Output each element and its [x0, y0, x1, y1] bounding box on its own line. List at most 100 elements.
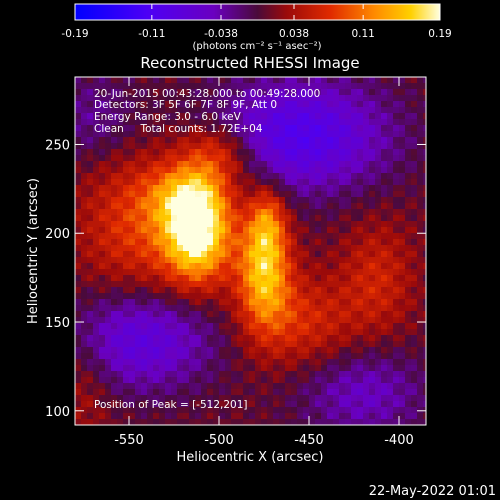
heatmap-cell: [207, 329, 213, 335]
heatmap-cell: [267, 95, 273, 101]
heatmap-cell: [303, 317, 309, 323]
heatmap-cell: [201, 257, 207, 263]
heatmap-cell: [369, 371, 375, 377]
heatmap-cell: [303, 131, 309, 137]
heatmap-cell: [315, 125, 321, 131]
heatmap-cell: [387, 89, 393, 95]
heatmap-cell: [195, 311, 201, 317]
heatmap-cell: [123, 239, 129, 245]
heatmap-cell: [237, 161, 243, 167]
heatmap-cell: [183, 197, 189, 203]
heatmap-cell: [255, 119, 261, 125]
heatmap-cell: [321, 125, 327, 131]
heatmap-cell: [411, 221, 417, 227]
heatmap-cell: [417, 353, 423, 359]
heatmap-cell: [297, 401, 303, 407]
heatmap-cell: [411, 197, 417, 203]
heatmap-cell: [105, 239, 111, 245]
heatmap-cell: [381, 161, 387, 167]
heatmap-cell: [291, 161, 297, 167]
heatmap-cell: [279, 275, 285, 281]
heatmap-cell: [243, 113, 249, 119]
heatmap-cell: [117, 407, 123, 413]
heatmap-cell: [363, 167, 369, 173]
heatmap-cell: [117, 245, 123, 251]
heatmap-cell: [411, 389, 417, 395]
heatmap-cell: [363, 401, 369, 407]
heatmap-cell: [333, 101, 339, 107]
heatmap-cell: [285, 83, 291, 89]
heatmap-cell: [189, 293, 195, 299]
heatmap-cell: [339, 257, 345, 263]
heatmap-cell: [387, 413, 393, 419]
heatmap-cell: [387, 197, 393, 203]
heatmap-cell: [285, 293, 291, 299]
heatmap-cell: [369, 329, 375, 335]
heatmap-cell: [81, 167, 87, 173]
heatmap-cell: [285, 113, 291, 119]
heatmap-cell: [345, 407, 351, 413]
heatmap-cell: [411, 95, 417, 101]
heatmap-cell: [261, 239, 267, 245]
heatmap-cell: [87, 77, 93, 83]
heatmap-cell: [147, 137, 153, 143]
heatmap-cell: [333, 407, 339, 413]
heatmap-cell: [105, 203, 111, 209]
heatmap-cell: [273, 257, 279, 263]
heatmap-cell: [411, 101, 417, 107]
heatmap-cell: [129, 227, 135, 233]
heatmap-cell: [243, 131, 249, 137]
heatmap-cell: [123, 359, 129, 365]
heatmap-cell: [75, 395, 81, 401]
heatmap-cell: [141, 299, 147, 305]
heatmap-cell: [315, 269, 321, 275]
heatmap-cell: [237, 335, 243, 341]
heatmap-cell: [297, 113, 303, 119]
heatmap-cell: [123, 317, 129, 323]
heatmap-cell: [87, 401, 93, 407]
heatmap-cell: [321, 395, 327, 401]
heatmap-cell: [339, 311, 345, 317]
heatmap-cell: [81, 389, 87, 395]
heatmap-cell: [375, 335, 381, 341]
heatmap-cell: [147, 155, 153, 161]
heatmap-cell: [375, 167, 381, 173]
heatmap-cell: [171, 413, 177, 419]
heatmap-cell: [423, 299, 426, 305]
heatmap-cell: [315, 245, 321, 251]
heatmap-cell: [189, 311, 195, 317]
heatmap-cell: [309, 113, 315, 119]
heatmap-cell: [159, 329, 165, 335]
heatmap-cell: [357, 407, 363, 413]
heatmap-cell: [327, 83, 333, 89]
heatmap-cell: [237, 311, 243, 317]
heatmap-cell: [111, 293, 117, 299]
heatmap-cell: [249, 209, 255, 215]
heatmap-cell: [255, 335, 261, 341]
heatmap-cell: [309, 305, 315, 311]
heatmap-cell: [261, 173, 267, 179]
heatmap-cell: [261, 185, 267, 191]
heatmap-cell: [345, 341, 351, 347]
heatmap-cell: [369, 89, 375, 95]
heatmap-cell: [345, 317, 351, 323]
heatmap-cell: [153, 329, 159, 335]
heatmap-cell: [315, 377, 321, 383]
heatmap-cell: [147, 221, 153, 227]
heatmap-cell: [375, 107, 381, 113]
heatmap-cell: [315, 119, 321, 125]
heatmap-cell: [207, 251, 213, 257]
heatmap-cell: [81, 371, 87, 377]
heatmap-cell: [159, 137, 165, 143]
heatmap-cell: [261, 419, 267, 425]
heatmap-cell: [351, 311, 357, 317]
heatmap-cell: [195, 107, 201, 113]
heatmap-cell: [87, 119, 93, 125]
heatmap-cell: [129, 281, 135, 287]
heatmap-cell: [141, 209, 147, 215]
heatmap-cell: [387, 341, 393, 347]
heatmap-cell: [219, 359, 225, 365]
heatmap-cell: [219, 335, 225, 341]
heatmap-cell: [411, 371, 417, 377]
heatmap-cell: [123, 191, 129, 197]
